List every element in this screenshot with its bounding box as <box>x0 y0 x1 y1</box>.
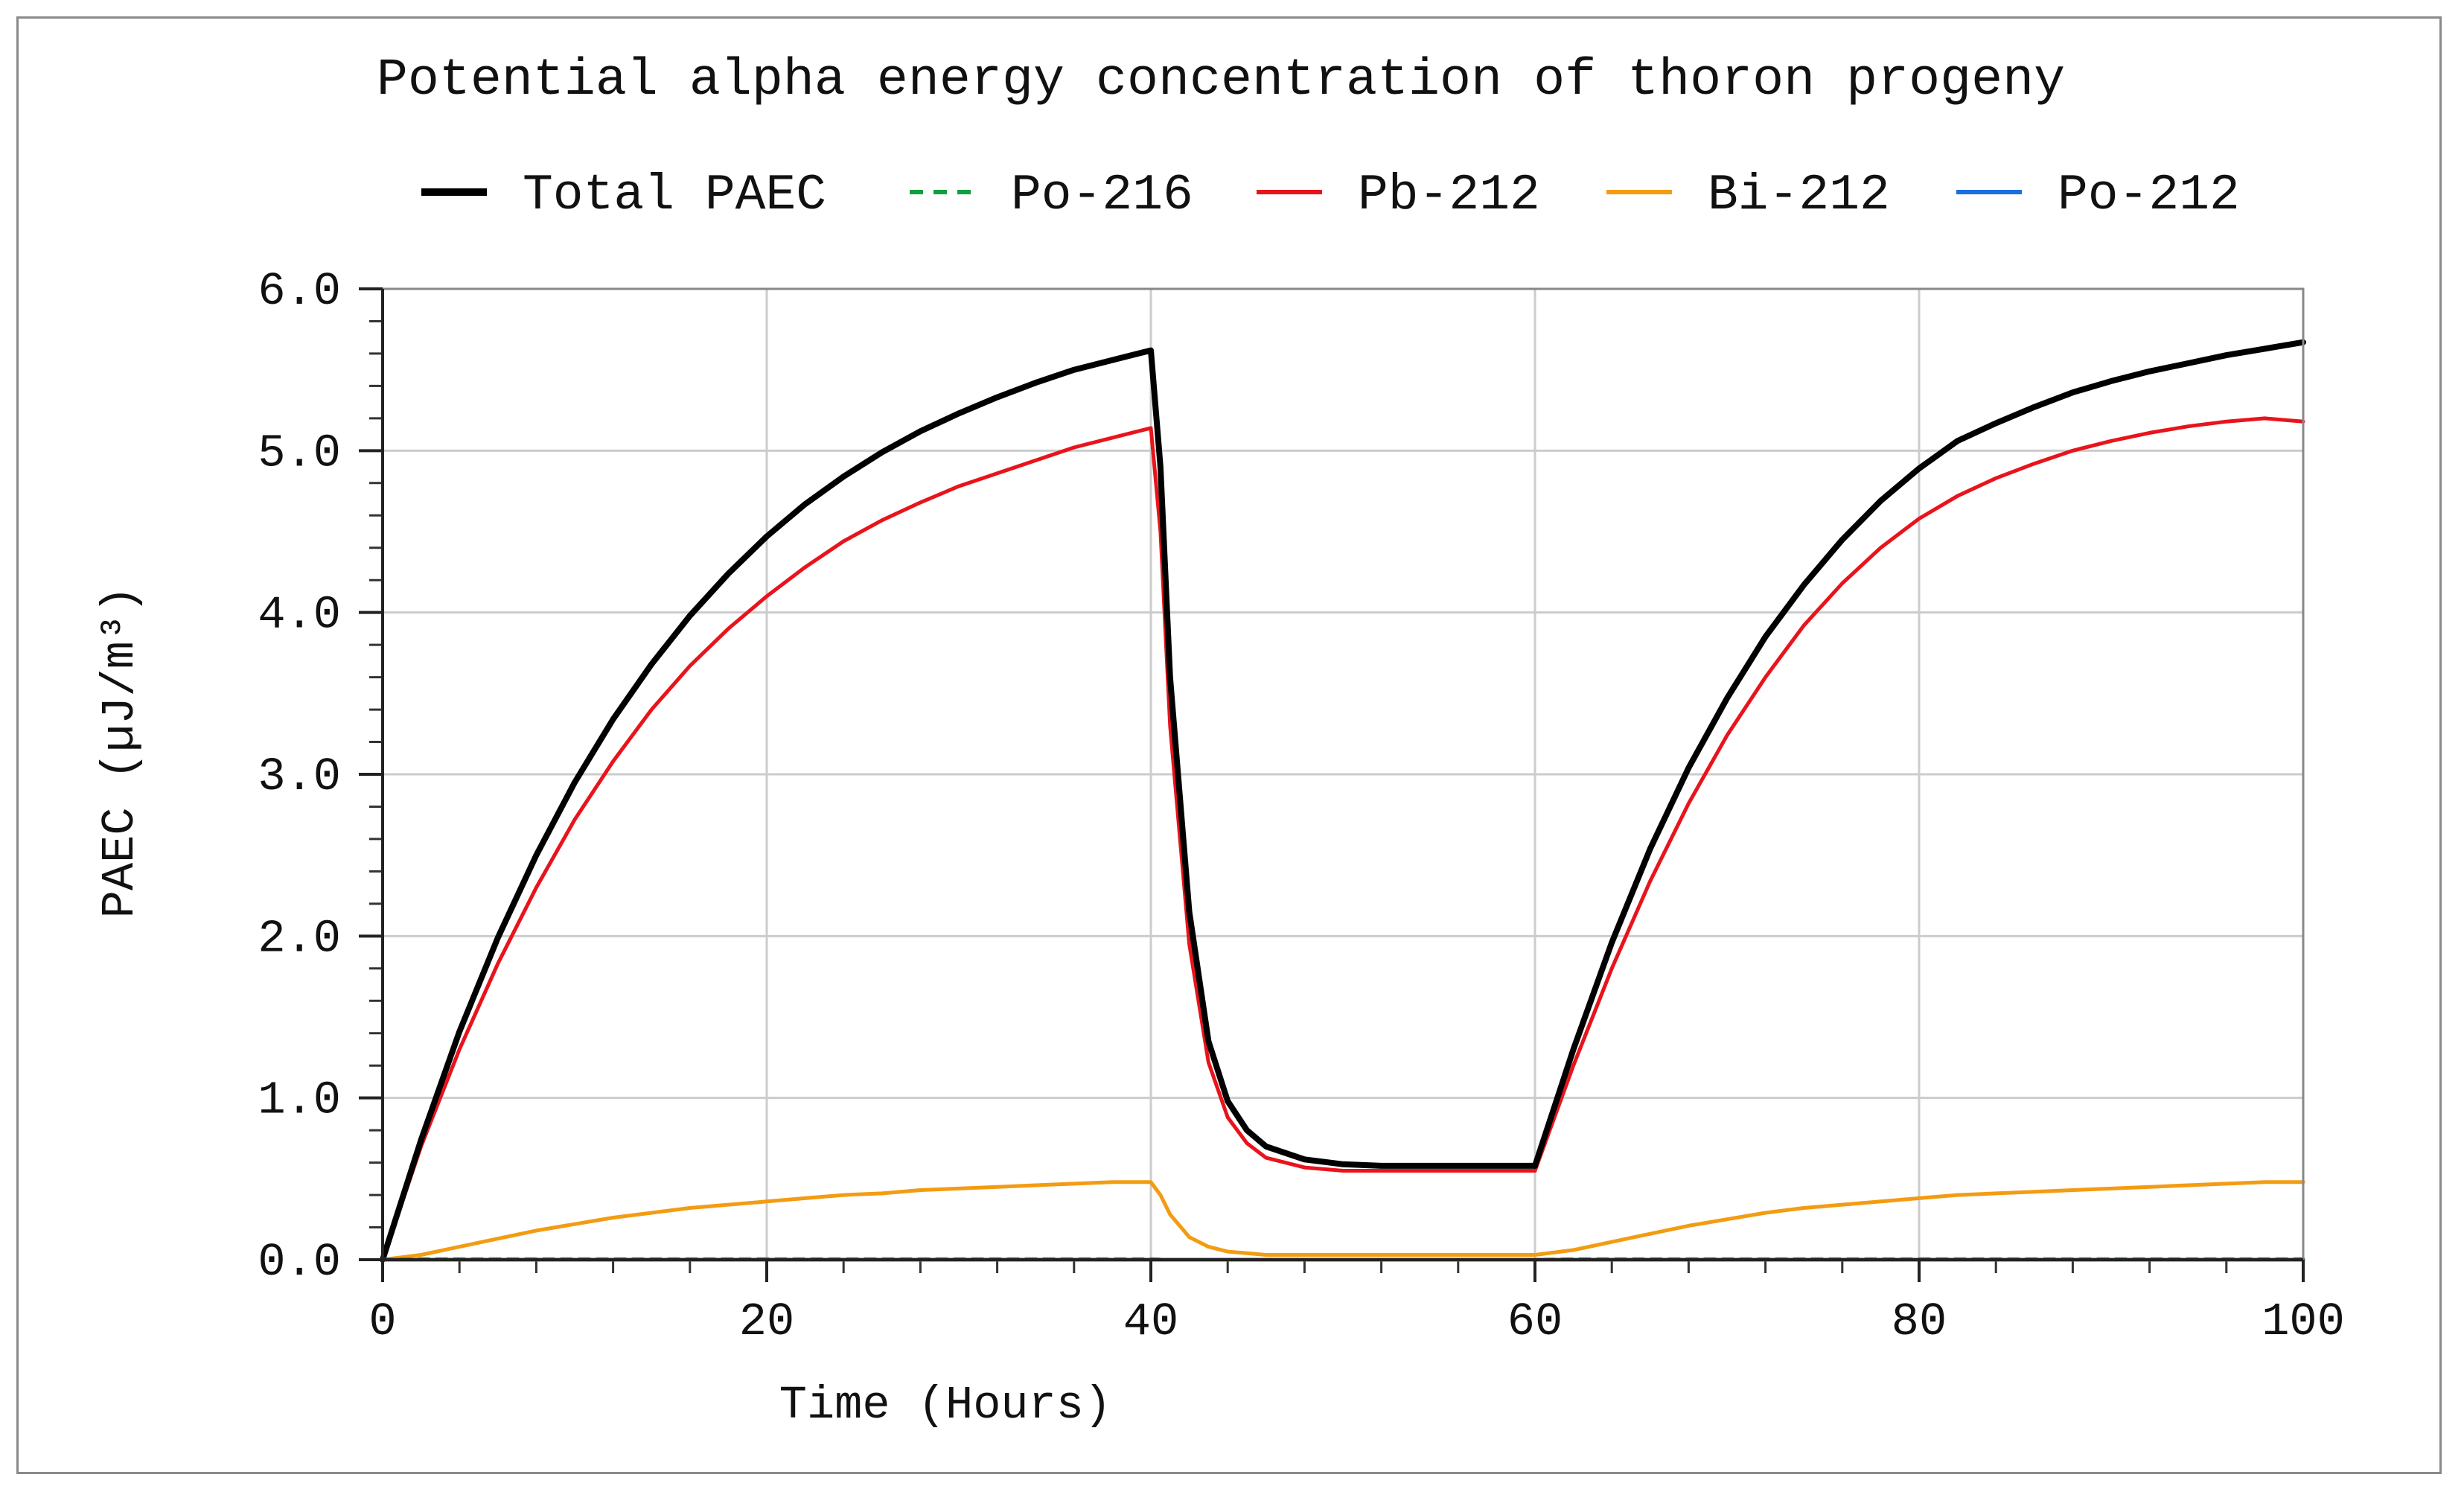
legend-label-pb-212: Pb-212 <box>1358 167 1540 224</box>
minor-ticks <box>369 287 2305 1273</box>
series-line-pb-212 <box>380 416 2305 1262</box>
chart-frame <box>16 16 2442 1474</box>
chart-title: Potential alpha energy concentration of … <box>377 51 2065 110</box>
legend-label-bi-212: Bi-212 <box>1708 167 1890 224</box>
grid <box>383 287 2305 1260</box>
legend-label-po-212: Po-212 <box>2058 167 2240 224</box>
y-tick-label-4: 4.0 <box>258 589 341 642</box>
x-tick-label-100: 100 <box>2262 1295 2345 1348</box>
x-tick-labels: 0 20 40 60 80 100 <box>368 1260 2345 1348</box>
series-group <box>380 339 2306 1263</box>
y-axis-title: PAEC (µJ/m³) <box>94 586 147 918</box>
x-tick-label-80: 80 <box>1892 1295 1947 1348</box>
legend-label-total-paec: Total PAEC <box>523 167 826 224</box>
x-tick-label-0: 0 <box>368 1295 396 1348</box>
y-tick-label-5: 5.0 <box>258 427 341 479</box>
x-tick-label-20: 20 <box>739 1295 794 1348</box>
y-tick-label-0: 0.0 <box>258 1236 341 1289</box>
series-line-total-paec <box>380 339 2306 1263</box>
series-line-bi-212 <box>380 1180 2305 1262</box>
legend: Total PAEC Po-216 Pb-212 Bi-212 Po-212 <box>421 167 2240 224</box>
x-axis-title: Time (Hours) <box>779 1379 1111 1432</box>
y-tick-label-1: 1.0 <box>258 1074 341 1127</box>
y-tick-labels: 0.0 1.0 2.0 3.0 4.0 5.0 6.0 <box>258 265 383 1289</box>
y-tick-label-6: 6.0 <box>258 265 341 318</box>
y-tick-label-2: 2.0 <box>258 912 341 965</box>
y-tick-label-3: 3.0 <box>258 750 341 803</box>
legend-label-po-216: Po-216 <box>1011 167 1193 224</box>
x-tick-label-40: 40 <box>1123 1295 1178 1348</box>
x-tick-label-60: 60 <box>1507 1295 1563 1348</box>
